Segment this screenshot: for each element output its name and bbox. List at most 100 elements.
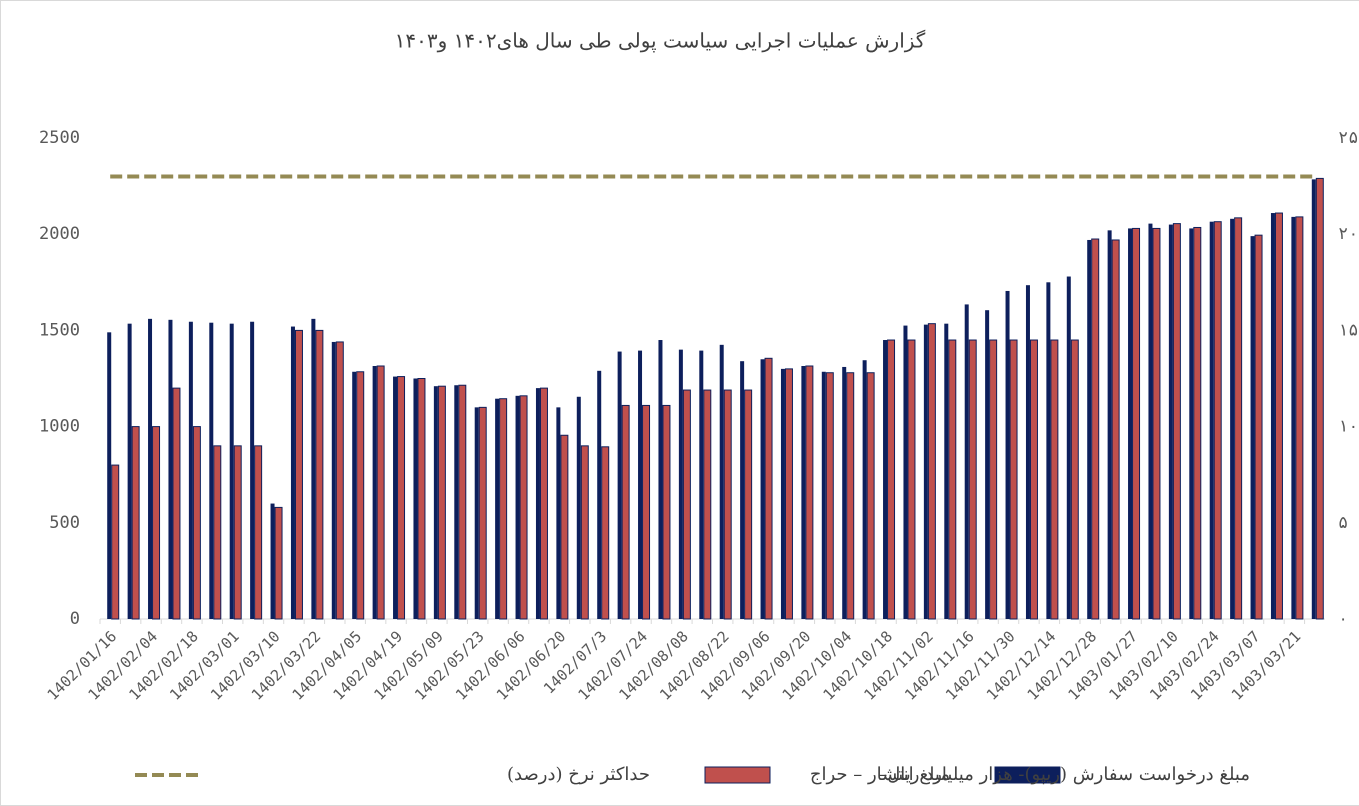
bar (1050, 339, 1059, 620)
bar (719, 344, 724, 619)
bar (780, 368, 785, 619)
bar (638, 350, 643, 619)
bar (397, 376, 406, 620)
bar (556, 407, 561, 619)
bar (352, 371, 357, 619)
bar (454, 385, 459, 619)
bar (1274, 212, 1283, 620)
y-tick-label: 0 (70, 609, 80, 629)
bar (576, 396, 581, 619)
bar (152, 426, 161, 620)
bar (985, 310, 990, 619)
bar (1172, 223, 1181, 620)
bar (254, 445, 263, 620)
bar (1111, 239, 1120, 620)
bar (658, 340, 663, 619)
bar (127, 323, 132, 619)
bar (433, 386, 438, 619)
y-tick-label: 500 (49, 513, 80, 533)
bar (682, 389, 691, 620)
bar (331, 341, 336, 619)
bar (1107, 230, 1112, 620)
bar (1254, 234, 1263, 620)
bar (1066, 276, 1071, 619)
bar (842, 366, 847, 619)
bar (393, 376, 398, 619)
y2-tick-label: ۵ (1338, 513, 1348, 533)
y-tick-label: 1000 (39, 417, 80, 437)
bar (1250, 236, 1255, 619)
y2-tick-label: ۰ (1338, 609, 1348, 629)
bar (172, 387, 181, 620)
bar (740, 361, 745, 619)
bar (678, 349, 683, 619)
y-tick-label: 1500 (39, 320, 80, 340)
bar (1148, 223, 1153, 620)
bar (703, 389, 712, 620)
bar (356, 371, 365, 620)
bar (148, 318, 153, 619)
bar (311, 318, 316, 619)
bar (458, 384, 467, 620)
bar (535, 388, 540, 619)
bar (290, 326, 295, 619)
bar (560, 434, 569, 620)
bar (413, 378, 418, 619)
bar (964, 304, 969, 619)
bar (866, 372, 875, 620)
bar (662, 404, 671, 620)
bar (250, 321, 255, 619)
y2-tick-label: ۲۰ (1338, 224, 1358, 244)
bar (192, 426, 201, 620)
y-tick-label: 2000 (39, 224, 80, 244)
bar (883, 340, 888, 619)
bar (1270, 213, 1275, 619)
bar (1091, 238, 1100, 620)
bar (229, 323, 234, 619)
legend-label: مبلغ درخواست سفارش (ریپو)- هزار میلیارد … (878, 764, 1250, 785)
bar (335, 341, 344, 620)
legend-label: حداکثر نرخ (درصد) (507, 764, 650, 785)
bar (294, 329, 303, 620)
bar (1025, 285, 1030, 619)
bar (580, 445, 589, 620)
bar (989, 339, 998, 620)
bar (1193, 226, 1202, 620)
legend-swatch (994, 766, 1061, 784)
y2-tick-label: ۱۰ (1338, 417, 1358, 437)
bar (1311, 179, 1316, 619)
bar (1168, 224, 1173, 619)
bar (372, 365, 377, 619)
bar (723, 389, 732, 620)
chart-title: گزارش عملیات اجرایی سیاست پولی طی سال ها… (395, 29, 926, 53)
bar (597, 370, 602, 619)
bar (784, 368, 793, 620)
bar (801, 365, 806, 619)
bar (744, 389, 753, 620)
y2-tick-label: ۱۵ (1338, 320, 1358, 340)
bar (515, 395, 520, 619)
bar (642, 404, 651, 620)
bar (1087, 239, 1092, 620)
bar (270, 503, 275, 619)
bar (111, 464, 120, 620)
y2-tick-label: ۲۵ (1338, 128, 1358, 148)
bar (499, 398, 508, 620)
bar (1234, 217, 1243, 620)
bar (617, 351, 622, 619)
bar (805, 365, 814, 620)
bar (209, 322, 214, 619)
bar (1295, 216, 1304, 620)
bar (188, 321, 193, 619)
bar (131, 426, 140, 620)
bar (519, 395, 528, 620)
bar (1029, 339, 1038, 620)
bar (1132, 227, 1141, 620)
bar (903, 325, 908, 619)
bar (1209, 221, 1214, 619)
bar (1005, 290, 1010, 619)
bar (437, 385, 446, 620)
bar (495, 398, 500, 619)
bar (601, 446, 610, 620)
bar (927, 323, 936, 620)
